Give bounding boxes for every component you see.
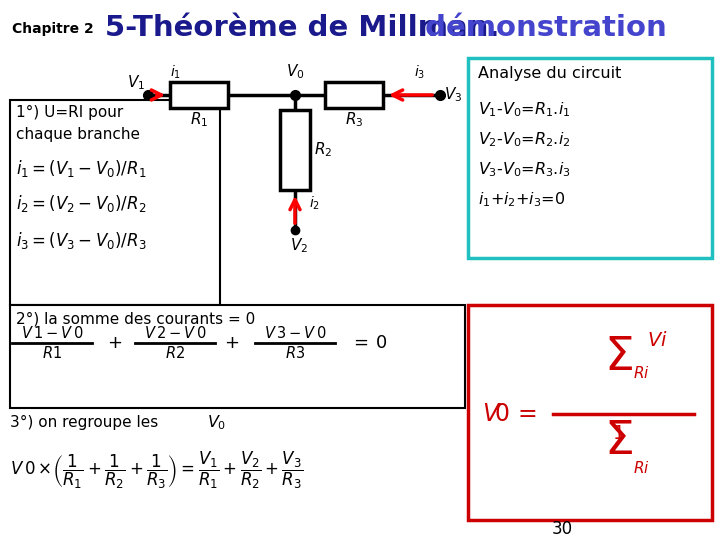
Text: $V\,2-V\,0$: $V\,2-V\,0$ xyxy=(144,325,206,341)
Text: $1$: $1$ xyxy=(612,424,624,443)
Text: $i_1$+$i_2$+$i_3$=0: $i_1$+$i_2$+$i_3$=0 xyxy=(478,190,565,208)
Text: 5-Théorème de Millman.: 5-Théorème de Millman. xyxy=(105,14,500,42)
Text: Analyse du circuit: Analyse du circuit xyxy=(478,66,621,81)
Text: $i_3=(V_3-V_0)/R_3$: $i_3=(V_3-V_0)/R_3$ xyxy=(16,230,146,251)
Text: $V\,0\times\!\left(\dfrac{1}{R_1}+\dfrac{1}{R_2}+\dfrac{1}{R_3}\right)=\dfrac{V_: $V\,0\times\!\left(\dfrac{1}{R_1}+\dfrac… xyxy=(10,450,303,491)
Text: $=\,0$: $=\,0$ xyxy=(350,334,387,352)
Text: $V\,3-V\,0$: $V\,3-V\,0$ xyxy=(264,325,326,341)
Bar xyxy=(468,305,712,520)
Text: $R_2$: $R_2$ xyxy=(314,140,332,159)
Text: $V_3$-$V_0$=$R_3$.$i_3$: $V_3$-$V_0$=$R_3$.$i_3$ xyxy=(478,160,570,179)
Text: $\Sigma$: $\Sigma$ xyxy=(603,420,632,464)
Text: $i_2$: $i_2$ xyxy=(309,194,320,212)
Text: $\Sigma$: $\Sigma$ xyxy=(603,334,632,380)
Text: Chapitre 2: Chapitre 2 xyxy=(12,22,94,36)
Text: 1°) U=RI pour
chaque branche: 1°) U=RI pour chaque branche xyxy=(16,105,140,142)
Text: $i_1=(V_1-V_0)/R_1$: $i_1=(V_1-V_0)/R_1$ xyxy=(16,158,146,179)
Text: $R_1$: $R_1$ xyxy=(190,110,208,129)
Text: $Ri$: $Ri$ xyxy=(633,460,649,476)
Text: $R_3$: $R_3$ xyxy=(345,110,363,129)
Text: $V_2$-$V_0$=$R_2$.$i_2$: $V_2$-$V_0$=$R_2$.$i_2$ xyxy=(478,130,570,148)
Bar xyxy=(10,305,465,408)
Text: $V\,1-V\,0$: $V\,1-V\,0$ xyxy=(21,325,84,341)
Bar xyxy=(325,82,383,108)
Text: $Ri$: $Ri$ xyxy=(633,365,649,381)
Text: $Vi$: $Vi$ xyxy=(647,332,667,350)
Text: $i_3$: $i_3$ xyxy=(415,64,426,81)
Bar xyxy=(10,100,220,305)
Text: $V_0$: $V_0$ xyxy=(286,62,305,81)
Text: $R3$: $R3$ xyxy=(285,345,305,361)
Text: $V_2$: $V_2$ xyxy=(290,236,308,255)
Bar xyxy=(170,82,228,108)
Bar xyxy=(280,110,310,190)
Text: $R2$: $R2$ xyxy=(165,345,185,361)
Text: $V\!0\,=$: $V\!0\,=$ xyxy=(482,402,537,426)
Text: $+$: $+$ xyxy=(225,334,240,352)
Text: $+$: $+$ xyxy=(107,334,122,352)
Text: $V_0$: $V_0$ xyxy=(207,413,226,431)
Text: démonstration: démonstration xyxy=(415,14,667,42)
Text: $V_3$: $V_3$ xyxy=(444,86,462,104)
Text: 30: 30 xyxy=(552,520,572,538)
Text: 2°) la somme des courants = 0: 2°) la somme des courants = 0 xyxy=(16,311,256,326)
Text: $V_1$: $V_1$ xyxy=(127,73,145,92)
Text: $V_1$-$V_0$=$R_1$.$i_1$: $V_1$-$V_0$=$R_1$.$i_1$ xyxy=(478,100,570,119)
Text: $i_1$: $i_1$ xyxy=(171,64,181,81)
Text: $R1$: $R1$ xyxy=(42,345,62,361)
Text: 3°) on regroupe les: 3°) on regroupe les xyxy=(10,415,163,430)
Bar xyxy=(468,58,712,258)
Text: $i_2=(V_2-V_0)/R_2$: $i_2=(V_2-V_0)/R_2$ xyxy=(16,193,146,214)
